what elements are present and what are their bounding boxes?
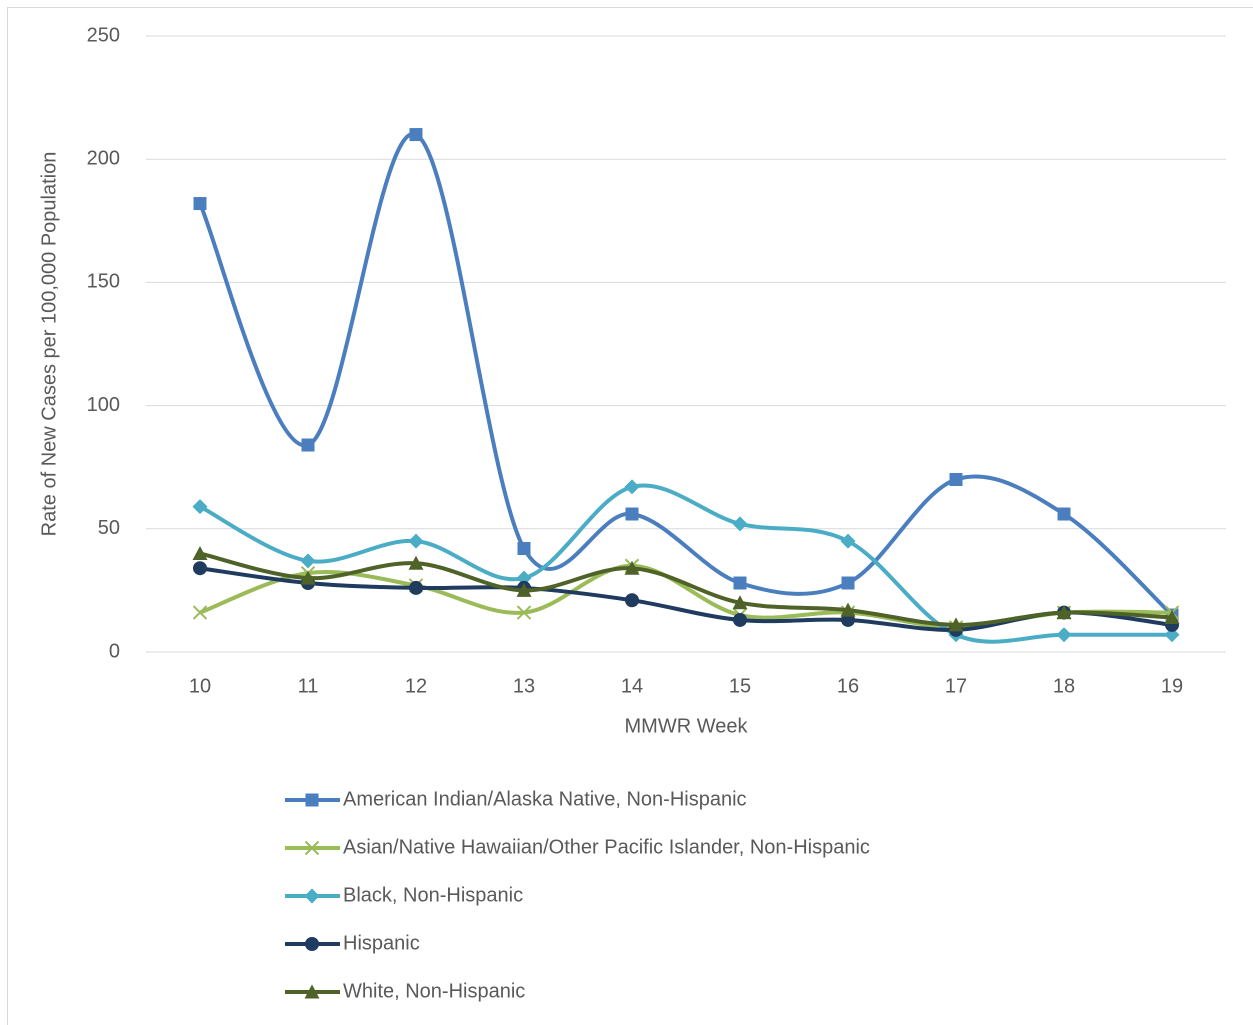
marker [1056, 627, 1072, 643]
marker [624, 479, 640, 495]
marker [1057, 507, 1071, 521]
x-tick-label: 11 [298, 675, 319, 697]
marker [1164, 627, 1180, 643]
y-tick-label: 0 [109, 640, 120, 662]
legend-label: Asian/Native Hawaiian/Other Pacific Isla… [343, 836, 870, 858]
marker [516, 605, 532, 620]
marker [304, 888, 320, 904]
marker [841, 576, 855, 590]
marker [733, 612, 747, 627]
y-tick-label: 250 [87, 24, 120, 46]
x-tick-label: 15 [729, 675, 751, 697]
marker [304, 984, 320, 999]
marker [192, 545, 208, 560]
y-tick-label: 100 [87, 394, 120, 416]
marker [625, 593, 639, 608]
marker [193, 561, 207, 576]
series-line [199, 551, 1173, 627]
x-tick-label: 13 [513, 675, 535, 697]
marker [516, 570, 532, 586]
marker [1056, 605, 1072, 620]
marker [624, 560, 640, 575]
marker [301, 438, 315, 452]
marker [516, 582, 532, 597]
series-line [199, 483, 1172, 644]
x-tick-label: 17 [945, 675, 967, 697]
x-tick-label: 10 [189, 675, 211, 697]
x-tick-label: 16 [837, 675, 859, 697]
marker [840, 533, 856, 549]
series-line [198, 132, 1174, 617]
marker [300, 553, 316, 569]
marker [304, 840, 320, 856]
marker [409, 128, 423, 142]
marker [733, 576, 747, 590]
legend-label: White, Non-Hispanic [343, 980, 525, 1002]
marker [305, 937, 319, 951]
x-axis-title: MMWR Week [625, 715, 749, 737]
marker [300, 570, 316, 585]
marker [840, 602, 856, 617]
marker [732, 516, 748, 532]
x-tick-label: 18 [1053, 675, 1075, 697]
chart-frame [7, 7, 1253, 1025]
marker [625, 507, 639, 521]
y-tick-label: 150 [87, 271, 120, 293]
marker [408, 555, 424, 570]
y-tick-label: 200 [87, 147, 120, 169]
legend-label: American Indian/Alaska Native, Non-Hispa… [343, 788, 747, 810]
legend-label: Hispanic [343, 932, 420, 954]
series-line [199, 566, 1173, 632]
marker [948, 617, 964, 632]
marker [949, 473, 963, 487]
marker [408, 533, 424, 549]
marker [517, 542, 531, 556]
marker [305, 793, 319, 807]
marker [1164, 610, 1180, 625]
marker [732, 595, 748, 610]
marker [192, 605, 208, 620]
marker [192, 499, 208, 515]
y-tick-label: 50 [98, 517, 120, 539]
x-tick-label: 12 [405, 675, 427, 697]
x-tick-label: 14 [621, 675, 643, 697]
marker [193, 197, 207, 211]
y-axis-title: Rate of New Cases per 100,000 Population [38, 152, 60, 537]
x-tick-label: 19 [1161, 675, 1183, 697]
marker [409, 580, 423, 595]
legend-label: Black, Non-Hispanic [343, 884, 523, 906]
